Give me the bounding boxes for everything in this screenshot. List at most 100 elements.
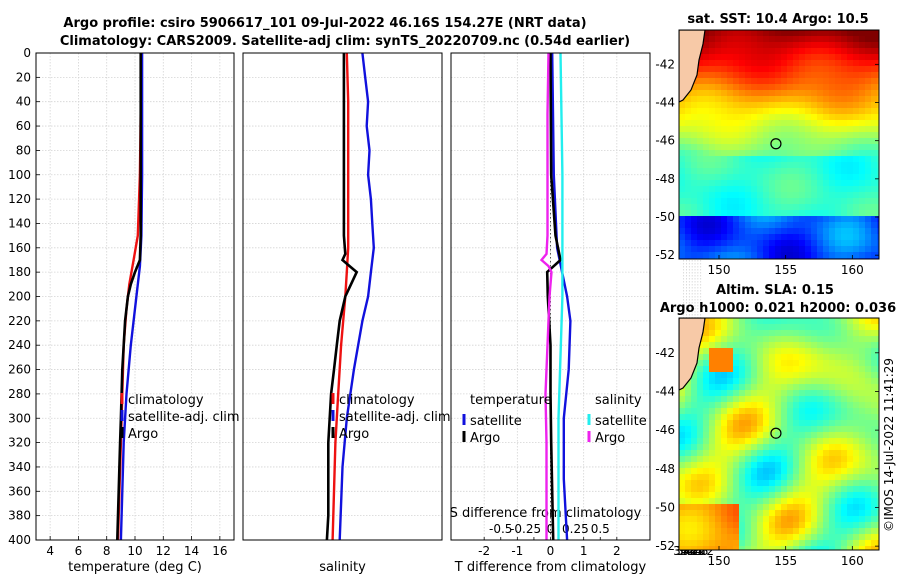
- map-cell: [781, 390, 788, 397]
- map-cell: [715, 372, 722, 379]
- map-cell: [727, 474, 734, 481]
- map-cell: [841, 78, 848, 85]
- map-cell: [703, 360, 710, 367]
- map-cell: [805, 348, 812, 355]
- map-cell: [823, 330, 830, 337]
- map-cell: [829, 354, 836, 361]
- map-cell: [739, 414, 746, 421]
- map-cell: [865, 132, 872, 139]
- map-cell: [751, 360, 758, 367]
- map-cell: [751, 228, 758, 235]
- map-cell: [817, 318, 824, 325]
- map-cell: [715, 162, 722, 169]
- map-cell: [865, 138, 872, 145]
- map-cell: [721, 336, 728, 343]
- map-cell: [745, 210, 752, 217]
- map-cell: [787, 144, 794, 151]
- map-cell: [817, 54, 824, 61]
- map-cell: [775, 468, 782, 475]
- map-cell: [715, 30, 722, 37]
- map-cell: [847, 468, 854, 475]
- map-cell: [775, 342, 782, 349]
- map-cell: [799, 516, 806, 523]
- map-cell: [877, 330, 879, 337]
- map-cell: [775, 354, 782, 361]
- map-cell: [751, 72, 758, 79]
- map-cell: [763, 54, 770, 61]
- map-cell: [697, 534, 704, 541]
- map-cell: [715, 246, 722, 253]
- map-cell: [751, 378, 758, 385]
- map-cell: [817, 414, 824, 421]
- map-cell: [823, 54, 830, 61]
- map-cell: [697, 150, 704, 157]
- map-cell: [715, 480, 722, 487]
- map-cell: [733, 330, 740, 337]
- map-cell: [697, 498, 704, 505]
- map-cell: [769, 402, 776, 409]
- map-cell: [865, 348, 872, 355]
- map-cell: [781, 216, 788, 223]
- map-cell: [865, 240, 872, 247]
- map-cell: [871, 462, 878, 469]
- x-axis-label: temperature (deg C): [68, 560, 202, 575]
- map-cell: [769, 42, 776, 49]
- map-cell: [799, 492, 806, 499]
- map-cell: [823, 36, 830, 43]
- map-cell: [865, 234, 872, 241]
- map-cell: [709, 354, 716, 361]
- map-cell: [835, 30, 842, 37]
- map-cell: [715, 390, 722, 397]
- map-cell: [871, 54, 878, 61]
- map-cell: [781, 372, 788, 379]
- map-cell: [841, 396, 848, 403]
- map-cell: [763, 534, 770, 541]
- map-cell: [865, 84, 872, 91]
- map-cell: [793, 102, 800, 109]
- map-cell: [703, 240, 710, 247]
- map-cell: [781, 348, 788, 355]
- map-cell: [781, 360, 788, 367]
- map-cell: [799, 438, 806, 445]
- map-cell: [811, 186, 818, 193]
- map-cell: [811, 36, 818, 43]
- map-cell: [763, 78, 770, 85]
- map-cell: [805, 408, 812, 415]
- map-cell: [835, 438, 842, 445]
- map-cell: [877, 174, 879, 181]
- map-cell: [727, 546, 734, 550]
- map-cell: [817, 426, 824, 433]
- map-cell: [811, 102, 818, 109]
- map-cell: [811, 324, 818, 331]
- map-cell: [697, 138, 704, 145]
- map-cell: [769, 114, 776, 121]
- map-cell: [733, 384, 740, 391]
- map-cell: [799, 234, 806, 241]
- map-cell: [841, 204, 848, 211]
- map-cell: [877, 462, 879, 469]
- map-cell: [697, 252, 704, 259]
- map-cell: [781, 90, 788, 97]
- map-cell: [859, 120, 866, 127]
- map-cell: [715, 228, 722, 235]
- map-cell: [727, 504, 734, 511]
- map-cell: [787, 90, 794, 97]
- map-cell: [877, 72, 879, 79]
- map-cell: [769, 162, 776, 169]
- map-cell: [829, 462, 836, 469]
- x-tick-label: 0: [547, 544, 555, 558]
- map-cell: [715, 462, 722, 469]
- map-cell: [775, 450, 782, 457]
- map-cell: [871, 120, 878, 127]
- map-cell: [733, 222, 740, 229]
- map-y-tick-label: -50: [655, 210, 675, 224]
- map-cell: [871, 378, 878, 385]
- map-cell: [745, 492, 752, 499]
- map-cell: [829, 528, 836, 535]
- map-cell: [793, 348, 800, 355]
- map-cell: [853, 324, 860, 331]
- map-cell: [715, 540, 722, 547]
- map-cell: [757, 462, 764, 469]
- map-cell: [835, 498, 842, 505]
- map-cell: [871, 366, 878, 373]
